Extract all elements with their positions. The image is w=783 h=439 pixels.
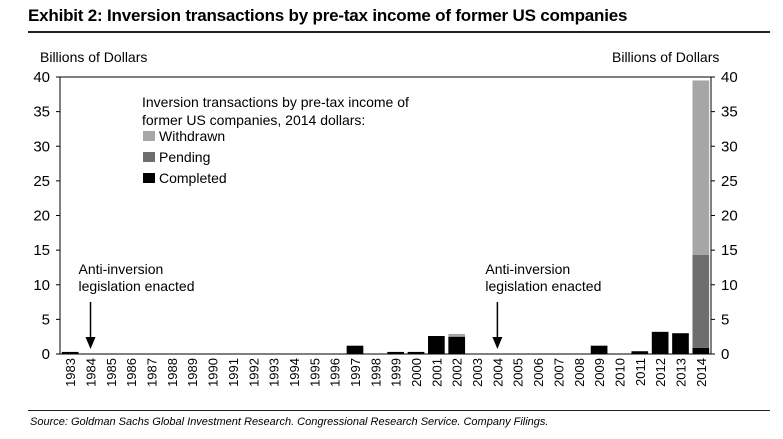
left-axis-unit-label: Billions of Dollars: [40, 49, 148, 65]
x-tick-label: 1993: [267, 358, 282, 387]
right-y-tick-label: 40: [721, 69, 738, 86]
right-y-tick-label: 10: [721, 277, 738, 294]
left-y-tick-label: 20: [33, 208, 50, 225]
exhibit-title: Exhibit 2: Inversion transactions by pre…: [28, 6, 628, 25]
x-tick-label: 2002: [450, 358, 465, 387]
bar-completed-2014: [692, 347, 710, 354]
x-tick-label: 1983: [63, 358, 78, 387]
x-tick-label: 2000: [409, 358, 424, 387]
legend-label-pending: Pending: [159, 149, 210, 165]
legend-swatch-completed: [143, 173, 155, 183]
bar-withdrawn-2002: [448, 333, 466, 337]
x-tick-label: 1986: [124, 358, 139, 387]
bar-completed-2009: [590, 345, 608, 354]
left-y-tick-label: 0: [42, 346, 50, 363]
legend-label-withdrawn: Withdrawn: [159, 128, 225, 144]
right-y-tick-label: 30: [721, 138, 738, 155]
right-axis-unit-label: Billions of Dollars: [612, 49, 720, 65]
x-tick-label: 2011: [633, 358, 648, 386]
annotation-text: legislation enacted: [79, 278, 195, 294]
x-tick-label: 1984: [84, 358, 99, 387]
annotation-text: legislation enacted: [485, 278, 601, 294]
x-tick-label: 1989: [185, 358, 200, 387]
left-y-tick-label: 5: [42, 311, 50, 328]
legend-swatch-withdrawn: [143, 131, 155, 141]
left-y-tick-label: 15: [33, 242, 50, 259]
x-tick-label: 2013: [673, 358, 688, 387]
left-y-tick-label: 25: [33, 173, 50, 190]
bar-withdrawn-2014: [692, 80, 710, 255]
annotation-arrow-head: [492, 337, 503, 349]
x-tick-label: 2004: [490, 358, 505, 387]
x-tick-label: 1999: [389, 358, 404, 387]
x-tick-label: 2001: [429, 358, 444, 387]
legend-swatch-pending: [143, 152, 155, 162]
x-tick-label: 2014: [694, 358, 709, 387]
x-tick-label: 2009: [592, 358, 607, 387]
chart-legend: Inversion transactions by pre-tax income…: [142, 94, 409, 186]
x-tick-label: 2003: [470, 358, 485, 387]
bar-completed-1997: [346, 345, 364, 354]
x-tick-label: 1998: [368, 358, 383, 387]
bar-completed-2000: [407, 351, 425, 354]
bar-completed-1983: [61, 351, 79, 354]
x-tick-label: 1994: [287, 358, 302, 387]
x-tick-label: 1985: [104, 358, 119, 387]
x-tick-label: 2007: [551, 358, 566, 387]
x-tick-label: 2008: [572, 358, 587, 387]
left-y-tick-label: 30: [33, 138, 50, 155]
right-y-tick-label: 20: [721, 208, 738, 225]
bar-completed-1999: [387, 351, 405, 354]
x-tick-label: 1990: [206, 358, 221, 387]
x-tick-label: 1997: [348, 358, 363, 387]
x-tick-label: 1987: [145, 358, 160, 387]
left-y-tick-label: 35: [33, 104, 50, 121]
right-y-tick-label: 15: [721, 242, 738, 259]
bar-completed-2012: [651, 331, 669, 354]
left-y-tick-label: 40: [33, 69, 50, 86]
bar-completed-2011: [631, 351, 649, 354]
x-tick-label: 2005: [511, 358, 526, 387]
x-tick-label: 1996: [328, 358, 343, 387]
legend-title-line-2: former US companies, 2014 dollars:: [142, 112, 365, 128]
bar-completed-2013: [672, 333, 689, 354]
x-tick-label: 1995: [307, 358, 322, 387]
right-y-tick-label: 25: [721, 173, 738, 190]
x-tick-label: 2006: [531, 358, 546, 387]
x-tick-label: 2010: [612, 358, 627, 387]
title-rule: [28, 31, 770, 33]
left-y-tick-label: 10: [33, 277, 50, 294]
annotation-arrow-head: [85, 337, 96, 349]
right-y-tick-label: 0: [721, 346, 729, 363]
source-note: Source: Goldman Sachs Global Investment …: [30, 416, 549, 428]
source-rule: [28, 410, 770, 411]
legend-label-completed: Completed: [159, 170, 227, 186]
x-tick-label: 1988: [165, 358, 180, 387]
right-y-tick-label: 5: [721, 311, 729, 328]
right-y-tick-label: 35: [721, 104, 738, 121]
legend-title-line-1: Inversion transactions by pre-tax income…: [142, 94, 409, 110]
x-tick-label: 1992: [246, 358, 261, 387]
bar-completed-2002: [448, 336, 466, 354]
x-tick-label: 1991: [226, 358, 241, 387]
x-tick-label: 2012: [653, 358, 668, 387]
bar-pending-2014: [692, 254, 710, 348]
bar-completed-2001: [428, 335, 445, 354]
annotation-text: Anti-inversion: [79, 261, 164, 277]
annotation-text: Anti-inversion: [485, 261, 570, 277]
